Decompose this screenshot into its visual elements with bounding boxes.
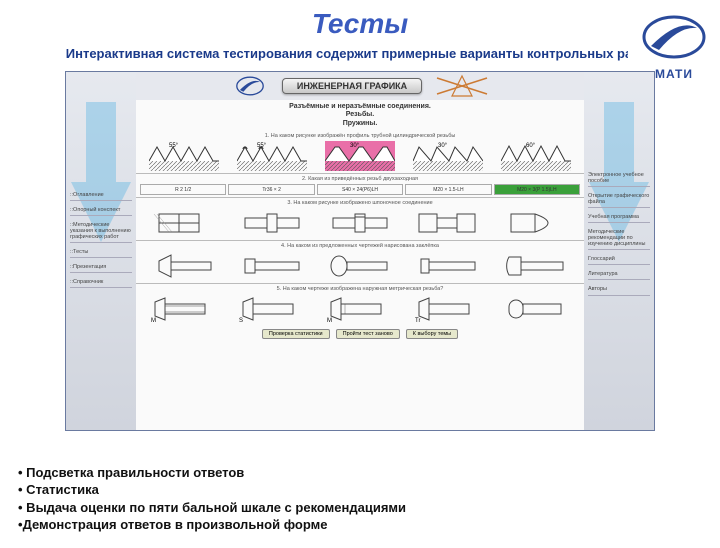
- q2-cell[interactable]: S40 × 24(P6)LH: [317, 184, 403, 195]
- left-menu-item[interactable]: ::Презентация: [70, 264, 132, 273]
- retry-button[interactable]: Пройти тест заново: [336, 329, 400, 339]
- q2-options: R 2 1/2 Tr36 × 2 S40 × 24(P6)LH M20 × 1.…: [140, 184, 580, 195]
- keyjoint-option[interactable]: [325, 208, 395, 238]
- q2-cell-correct[interactable]: M20 × 3(P 1.5)LH: [494, 184, 580, 195]
- thread-option-wrong[interactable]: 30°: [325, 141, 395, 171]
- question-4: 4. На каком из предложенных чертежей нар…: [136, 241, 584, 284]
- rivet-option[interactable]: [413, 251, 483, 281]
- ss-header: ИНЖЕНЕРНАЯ ГРАФИКА: [136, 72, 584, 100]
- page-title: Тесты: [0, 8, 720, 40]
- question-2: 2. Какая из приведённых резьб двухзаходн…: [136, 174, 584, 198]
- rivet-option[interactable]: [149, 251, 219, 281]
- ss-left-panel: ::Оглавление ::Опорный конспект ::Методи…: [66, 72, 136, 430]
- ss-right-panel: Электронное учебное пособие Открытие гра…: [584, 72, 654, 430]
- svg-text:30°: 30°: [350, 143, 360, 149]
- q2-cell[interactable]: R 2 1/2: [140, 184, 226, 195]
- question-1: 1. На каком рисунке изображён профиль тр…: [136, 131, 584, 174]
- svg-text:M: M: [327, 318, 332, 324]
- left-menu-item[interactable]: ::Тесты: [70, 249, 132, 258]
- q5-label: 5. На каком чертеже изображена наружная …: [140, 286, 580, 292]
- rivet-option[interactable]: [325, 251, 395, 281]
- keyjoint-option[interactable]: [237, 208, 307, 238]
- plate-title: ИНЖЕНЕРНАЯ ГРАФИКА: [282, 78, 422, 94]
- thread-option[interactable]: 55°: [237, 141, 307, 171]
- left-menu-item[interactable]: ::Оглавление: [70, 192, 132, 201]
- q4-options: [140, 251, 580, 281]
- thread-option[interactable]: 55°: [149, 141, 219, 171]
- right-menu-item: Глоссарий: [588, 256, 650, 265]
- question-5: 5. На каком чертеже изображена наружная …: [136, 284, 584, 326]
- left-menu-item[interactable]: ::Методические указания к выполнению гра…: [70, 222, 132, 243]
- bullet-item: •Демонстрация ответов в произвольной фор…: [18, 516, 406, 534]
- bolt-option[interactable]: S: [237, 294, 307, 324]
- embedded-screenshot: ::Оглавление ::Опорный конспект ::Методи…: [65, 71, 655, 431]
- q1-options: 55° 55° 30° 30° 60°: [140, 141, 580, 171]
- bullet-item: • Подсветка правильности ответов: [18, 464, 406, 482]
- bullet-item: • Выдача оценки по пяти бальной шкале с …: [18, 499, 406, 517]
- right-menu-item: Литература: [588, 271, 650, 280]
- q2-label: 2. Какая из приведённых резьб двухзаходн…: [140, 176, 580, 182]
- page-subtitle: Интерактивная система тестирования содер…: [0, 46, 720, 61]
- rivet-option[interactable]: [501, 251, 571, 281]
- q2-cell[interactable]: M20 × 1.5-LH: [405, 184, 491, 195]
- keyjoint-option[interactable]: [149, 208, 219, 238]
- keyjoint-option[interactable]: [413, 208, 483, 238]
- right-menu-item: Авторы: [588, 286, 650, 295]
- button-row: Проверка статистики Пройти тест заново К…: [136, 326, 584, 342]
- q5-options: M S M Tr: [140, 294, 580, 324]
- left-menu-item[interactable]: ::Справочник: [70, 279, 132, 288]
- right-menu-item: Электронное учебное пособие: [588, 172, 650, 187]
- topic-select-button[interactable]: К выбору темы: [406, 329, 458, 339]
- right-menu-item: Учебная программа: [588, 214, 650, 223]
- bolt-option[interactable]: Tr: [413, 294, 483, 324]
- q1-label: 1. На каком рисунке изображён профиль тр…: [140, 133, 580, 139]
- svg-text:M: M: [151, 318, 156, 324]
- thread-option[interactable]: 60°: [501, 141, 571, 171]
- q2-cell[interactable]: Tr36 × 2: [228, 184, 314, 195]
- bolt-option[interactable]: M: [325, 294, 395, 324]
- ss-center: ИНЖЕНЕРНАЯ ГРАФИКА Разъёмные и неразъёмн…: [136, 72, 584, 430]
- drafting-tools-icon: [432, 74, 492, 98]
- check-stats-button[interactable]: Проверка статистики: [262, 329, 330, 339]
- bolt-option[interactable]: M: [149, 294, 219, 324]
- right-menu-item: Открытие графического файла: [588, 193, 650, 208]
- bolt-option[interactable]: [501, 294, 571, 324]
- svg-text:Tr: Tr: [415, 318, 420, 324]
- left-menu-item[interactable]: ::Опорный конспект: [70, 207, 132, 216]
- q3-label: 3. На каком рисунке изображено шпоночное…: [140, 200, 580, 206]
- rivet-option[interactable]: [237, 251, 307, 281]
- test-section-title: Разъёмные и неразъёмные соединения. Резь…: [136, 100, 584, 131]
- question-3: 3. На каком рисунке изображено шпоночное…: [136, 198, 584, 241]
- feature-bullets: • Подсветка правильности ответов • Стати…: [18, 464, 406, 534]
- left-menu: ::Оглавление ::Опорный конспект ::Методи…: [70, 192, 132, 294]
- mini-logo-icon: [228, 75, 272, 97]
- svg-text:55°: 55°: [169, 143, 179, 149]
- keyjoint-option[interactable]: [501, 208, 571, 238]
- bullet-item: • Статистика: [18, 481, 406, 499]
- right-menu: Электронное учебное пособие Открытие гра…: [588, 172, 650, 302]
- q4-label: 4. На каком из предложенных чертежей нар…: [140, 243, 580, 249]
- svg-text:60°: 60°: [526, 143, 536, 149]
- svg-text:55°: 55°: [257, 143, 267, 149]
- svg-text:S: S: [239, 318, 243, 324]
- right-menu-item: Методические рекомендации по изучению ди…: [588, 229, 650, 250]
- svg-text:30°: 30°: [438, 143, 448, 149]
- thread-option[interactable]: 30°: [413, 141, 483, 171]
- q3-options: [140, 208, 580, 238]
